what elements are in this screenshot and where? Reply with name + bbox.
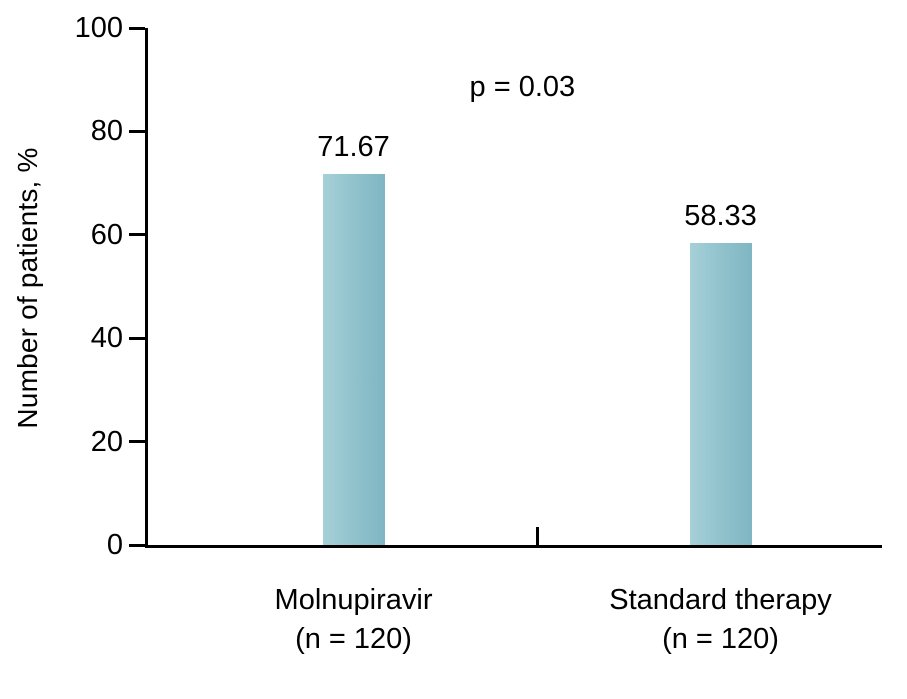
bar: [689, 243, 752, 545]
y-axis-tick: [129, 543, 145, 547]
y-axis-tick: [129, 233, 145, 237]
bar-value-label: 71.67: [317, 131, 390, 164]
y-axis-tick: [129, 26, 145, 30]
y-axis-tick-label: 0: [106, 529, 123, 561]
y-axis-title: Number of patients, %: [12, 147, 43, 429]
bar: [322, 174, 385, 545]
y-axis-tick-label: 20: [90, 425, 123, 458]
y-axis-tick-label: 100: [74, 12, 123, 44]
bar-value-label: 58.33: [684, 200, 757, 233]
category-label: Molnupiravir: [274, 584, 433, 616]
plot-area: p = 0.03 0 20 40 60 80 100 71.67 Molnupiravir (n…: [75, 12, 882, 655]
category-label-group: Molnupiravir (n = 120): [275, 581, 433, 659]
y-axis-tick-label: 40: [90, 322, 123, 355]
y-axis-tick: [129, 129, 145, 133]
y-axis-tick: [129, 336, 145, 340]
x-axis-divider-tick: [535, 527, 539, 545]
category-sublabel: (n = 120): [295, 623, 412, 655]
category-sublabel: (n = 120): [662, 623, 779, 655]
p-value-annotation: p = 0.03: [469, 71, 576, 103]
category-label-group: Standard therapy (n = 120): [609, 581, 831, 659]
y-axis-tick-label: 80: [90, 115, 123, 148]
y-axis-tick: [129, 440, 145, 444]
category-label: Standard therapy: [609, 584, 832, 616]
y-axis-tick-label: 60: [90, 218, 123, 251]
